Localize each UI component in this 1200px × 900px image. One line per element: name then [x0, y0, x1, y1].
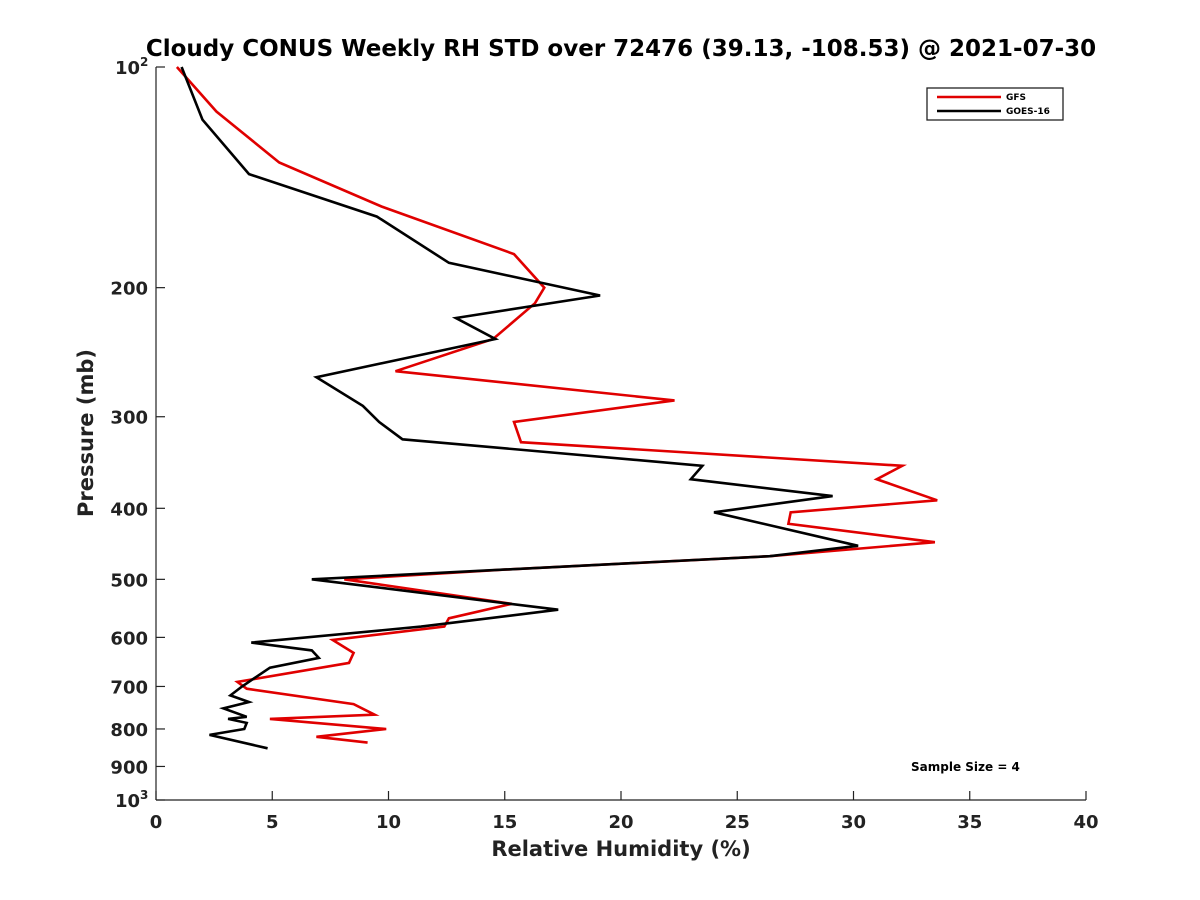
y-tick-label: 400	[110, 499, 148, 520]
plot-area: 0 5 10 15 20 25 30 35 40 10 220030040050060070080…	[110, 55, 1098, 833]
x-tick-label: 35	[957, 812, 982, 833]
y-tick-label: 200	[110, 279, 148, 300]
x-tick-label: 15	[492, 812, 517, 833]
y-axis-label: Pressure (mb)	[74, 349, 98, 517]
legend-box	[926, 87, 1064, 121]
series-line-gfs	[175, 66, 938, 744]
y-tick-label: 10	[115, 58, 140, 79]
axes-frame	[156, 67, 1086, 800]
chart-title: Cloudy CONUS Weekly RH STD over 72476 (3…	[146, 36, 1096, 62]
x-axis-ticks: 0 5 10 15 20 25 30 35 40	[150, 791, 1099, 833]
x-tick-label: 10	[376, 812, 401, 833]
y-tick-label: 700	[110, 677, 148, 698]
y-tick-exponent: 3	[140, 788, 148, 802]
y-tick-label: 900	[110, 757, 148, 778]
series-line-goes-16	[180, 66, 859, 750]
x-tick-label: 20	[608, 812, 633, 833]
x-tick-label: 30	[841, 812, 866, 833]
x-tick-label: 0	[150, 812, 163, 833]
y-tick-label: 300	[110, 408, 148, 429]
x-tick-label: 25	[725, 812, 750, 833]
y-tick-exponent: 2	[140, 55, 148, 69]
y-tick-label: 10	[115, 791, 140, 812]
legend-label-goes-16: GOES-16	[1006, 107, 1050, 117]
y-tick-label: 600	[110, 628, 148, 649]
x-axis-label: Relative Humidity (%)	[491, 837, 750, 861]
legend-label-gfs: GFS	[1006, 93, 1026, 103]
legend: GFS GOES-16	[926, 87, 1064, 121]
sample-size-annotation: Sample Size = 4	[911, 760, 1020, 774]
x-tick-label: 5	[266, 812, 279, 833]
y-tick-label: 500	[110, 570, 148, 591]
series-layer	[175, 66, 938, 750]
y-tick-label: 800	[110, 720, 148, 741]
x-tick-label: 40	[1073, 812, 1098, 833]
